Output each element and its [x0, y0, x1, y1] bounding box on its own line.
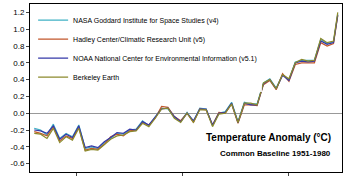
svg-text:0.8: 0.8 — [13, 42, 25, 51]
svg-text:0.2: 0.2 — [13, 92, 25, 101]
svg-text:0.6: 0.6 — [13, 59, 25, 68]
svg-text:Hadley Center/Climatic Researc: Hadley Center/Climatic Research Unit (v5… — [73, 36, 205, 44]
svg-text:-0.4: -0.4 — [11, 143, 25, 152]
svg-text:NOAA National Center for Envir: NOAA National Center for Environmental I… — [73, 55, 257, 63]
svg-text:-0.6: -0.6 — [11, 159, 25, 168]
svg-text:-0.2: -0.2 — [11, 126, 25, 135]
svg-text:0.4: 0.4 — [13, 75, 25, 84]
svg-text:NASA Goddard Institute for Spa: NASA Goddard Institute for Space Studies… — [73, 17, 219, 25]
svg-text:Temperature Anomaly (°C): Temperature Anomaly (°C) — [206, 132, 331, 143]
svg-text:Common Baseline 1951-1980: Common Baseline 1951-1980 — [220, 149, 331, 158]
svg-text:1.2: 1.2 — [13, 8, 25, 17]
svg-text:1.0: 1.0 — [13, 25, 25, 34]
svg-text:0.0: 0.0 — [13, 109, 25, 118]
svg-text:Berkeley Earth: Berkeley Earth — [73, 74, 119, 82]
